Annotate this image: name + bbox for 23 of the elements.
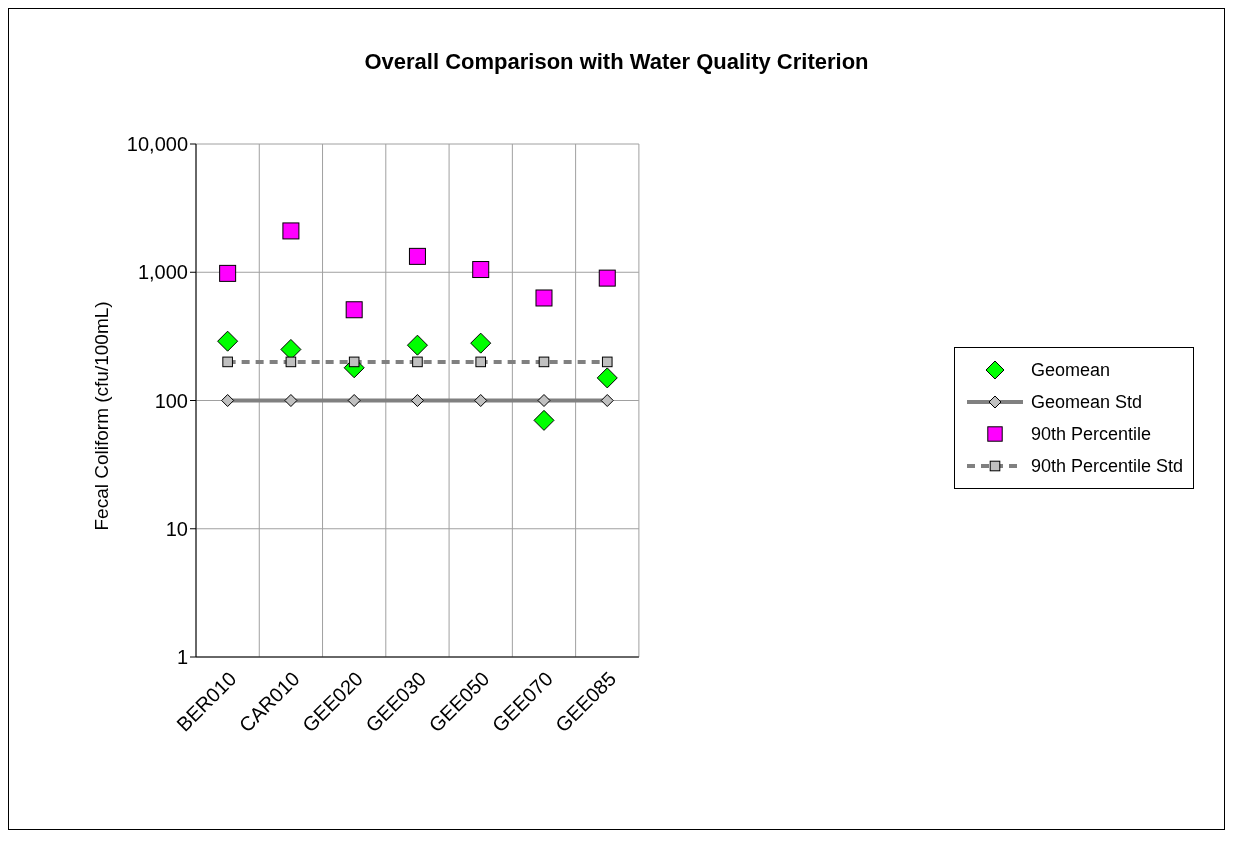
point <box>472 261 490 279</box>
y-tick-label: 1,000 <box>137 261 188 284</box>
point <box>406 334 428 356</box>
chart-title: Overall Comparison with Water Quality Criterion <box>363 49 870 75</box>
point <box>598 269 616 287</box>
y-tick-label: 1 <box>176 646 188 669</box>
legend-label: 90th Percentile <box>1030 423 1151 445</box>
legend-label: Geomean Std <box>1030 391 1142 413</box>
legend-label: Geomean <box>1030 359 1110 381</box>
point <box>596 367 618 389</box>
point <box>219 264 237 282</box>
point <box>217 330 239 352</box>
y-tick-label: 10 <box>165 517 188 540</box>
y-tick-label: 10,000 <box>126 133 188 156</box>
point <box>345 301 363 319</box>
point <box>533 409 555 431</box>
point <box>535 289 553 307</box>
y-axis-title: Fecal Coliform (cfu/100mL) <box>90 301 112 531</box>
point <box>408 247 426 265</box>
point <box>470 332 492 354</box>
point <box>282 222 300 240</box>
legend-label: 90th Percentile Std <box>1030 455 1183 477</box>
y-tick-label: 100 <box>154 389 188 412</box>
